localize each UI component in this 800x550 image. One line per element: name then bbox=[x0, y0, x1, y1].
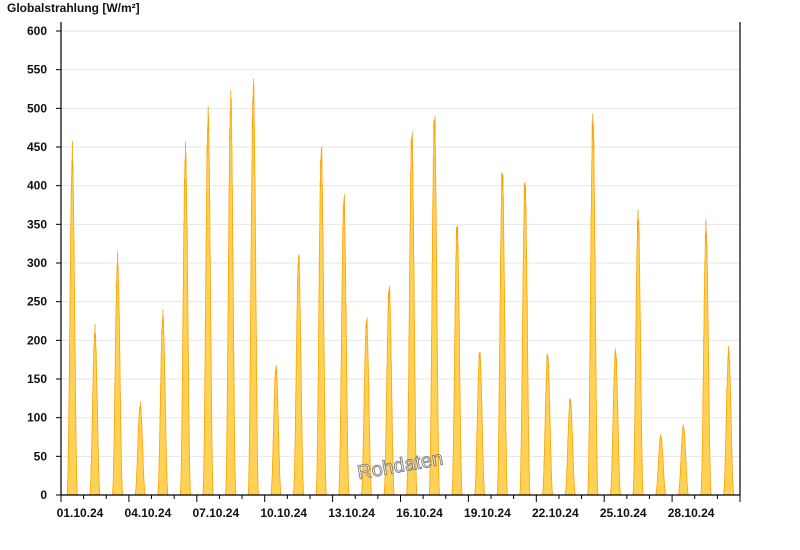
x-tick-label: 01.10.24 bbox=[57, 506, 104, 520]
day-area-20.10.24 bbox=[496, 172, 509, 496]
y-tick-label: 500 bbox=[27, 101, 47, 115]
day-area-03.10.24 bbox=[111, 251, 124, 496]
y-tick-label: 0 bbox=[40, 488, 47, 502]
x-tick-label: 07.10.24 bbox=[192, 506, 239, 520]
day-area-01.10.24 bbox=[66, 140, 79, 496]
y-tick-label: 200 bbox=[27, 333, 47, 347]
y-tick-label: 150 bbox=[27, 372, 47, 386]
x-tick-label: 25.10.24 bbox=[600, 506, 647, 520]
day-area-26.10.24 bbox=[632, 209, 644, 496]
day-area-27.10.24 bbox=[654, 434, 667, 496]
x-tick-label: 22.10.24 bbox=[532, 506, 579, 520]
day-area-15.10.24 bbox=[383, 286, 395, 496]
y-tick-label: 50 bbox=[34, 449, 48, 463]
day-area-04.10.24 bbox=[133, 401, 147, 496]
y-tick-label: 600 bbox=[27, 24, 47, 38]
day-area-19.10.24 bbox=[473, 352, 486, 496]
day-area-21.10.24 bbox=[519, 182, 531, 496]
day-area-29.10.24 bbox=[700, 219, 712, 496]
day-area-10.10.24 bbox=[269, 365, 282, 496]
day-area-23.10.24 bbox=[564, 397, 577, 496]
x-tick-label: 13.10.24 bbox=[328, 506, 375, 520]
day-area-13.10.24 bbox=[337, 194, 350, 496]
day-area-22.10.24 bbox=[541, 353, 554, 496]
day-area-30.10.24 bbox=[722, 345, 735, 496]
day-area-02.10.24 bbox=[89, 323, 101, 496]
day-area-05.10.24 bbox=[156, 309, 169, 496]
y-tick-label: 100 bbox=[27, 411, 47, 425]
day-area-25.10.24 bbox=[609, 348, 622, 496]
day-area-24.10.24 bbox=[587, 113, 599, 496]
y-tick-label: 250 bbox=[27, 295, 47, 309]
day-area-12.10.24 bbox=[315, 146, 327, 496]
x-tick-label: 04.10.24 bbox=[125, 506, 172, 520]
day-area-14.10.24 bbox=[360, 317, 373, 496]
y-tick-label: 550 bbox=[27, 63, 47, 77]
x-tick-label: 19.10.24 bbox=[464, 506, 511, 520]
day-area-16.10.24 bbox=[405, 131, 418, 496]
day-area-28.10.24 bbox=[676, 424, 690, 496]
x-tick-label: 16.10.24 bbox=[396, 506, 443, 520]
day-area-09.10.24 bbox=[247, 78, 259, 496]
day-area-07.10.24 bbox=[202, 106, 214, 496]
y-tick-label: 300 bbox=[27, 256, 47, 270]
x-tick-label: 10.10.24 bbox=[260, 506, 307, 520]
y-tick-label: 450 bbox=[27, 140, 47, 154]
y-tick-label: 400 bbox=[27, 179, 47, 193]
day-area-11.10.24 bbox=[292, 254, 305, 496]
x-tick-label: 28.10.24 bbox=[668, 506, 715, 520]
day-area-08.10.24 bbox=[224, 90, 237, 496]
day-area-18.10.24 bbox=[451, 225, 463, 496]
day-area-06.10.24 bbox=[179, 141, 192, 496]
y-tick-label: 350 bbox=[27, 217, 47, 231]
day-area-17.10.24 bbox=[428, 115, 441, 496]
y-axis-title: Globalstrahlung [W/m²] bbox=[7, 1, 140, 15]
